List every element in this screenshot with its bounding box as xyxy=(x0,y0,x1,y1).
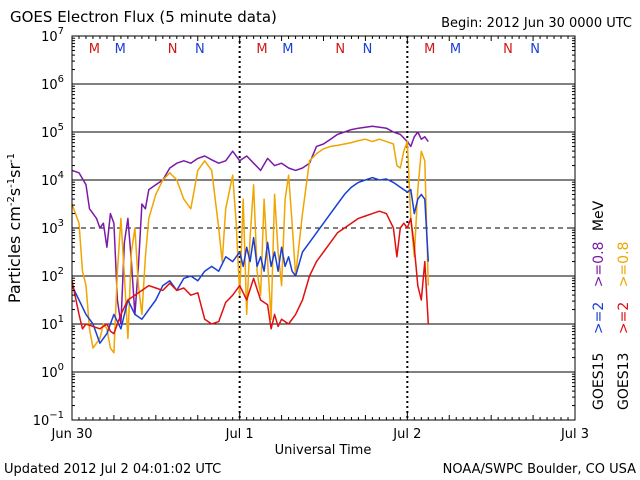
x-tick-label: Jul 1 xyxy=(225,427,254,442)
y-tick-label: 10−1 xyxy=(33,410,64,429)
legend-goes13-08mev: >=0.8 xyxy=(616,242,632,288)
y-tick-label: 101 xyxy=(41,314,64,333)
legend-goes13: GOES13 >=2 >=0.8 xyxy=(616,242,632,410)
legend-goes13-sat: GOES13 xyxy=(616,353,632,410)
y-tick-label: 102 xyxy=(41,266,64,285)
x-axis-ticks: Jun 30 Jul 1 Jul 2 Jul 3 xyxy=(51,36,589,442)
event-marker: M xyxy=(115,42,126,57)
event-marker: M xyxy=(256,42,267,57)
y-axis-ticks: 10−1 100 101 102 103 104 105 106 107 xyxy=(33,26,575,429)
x-tick-label: Jul 3 xyxy=(560,427,589,442)
legend-goes15-sat: GOES15 xyxy=(591,353,607,410)
y-tick-label: 100 xyxy=(41,362,64,381)
legend-goes15-08mev: >=0.8 xyxy=(591,242,607,288)
y-tick-label: 106 xyxy=(41,74,64,93)
legend-unit: MeV xyxy=(591,200,607,231)
begin-time: Begin: 2012 Jun 30 0000 UTC xyxy=(441,16,632,31)
event-marker: M xyxy=(282,42,293,57)
event-marker: N xyxy=(335,42,345,57)
x-axis-label: Universal Time xyxy=(275,443,372,458)
legend-goes15-2mev: >=2 xyxy=(591,302,607,334)
series-line-2 xyxy=(71,176,430,344)
event-marker: M xyxy=(424,42,435,57)
series-line-3 xyxy=(71,210,430,335)
grid-lines xyxy=(72,83,575,373)
y-axis-label: Particles cm-2s-1sr-1 xyxy=(5,153,24,303)
updated-time: Updated 2012 Jul 2 04:01:02 UTC xyxy=(4,462,221,477)
x-tick-label: Jul 2 xyxy=(392,427,421,442)
series-line-0 xyxy=(71,125,429,325)
y-tick-label: 105 xyxy=(41,122,64,141)
y-tick-label: 103 xyxy=(41,218,64,237)
chart-title: GOES Electron Flux (5 minute data) xyxy=(10,8,277,26)
x-tick-label: Jun 30 xyxy=(51,427,93,442)
y-tick-label: 104 xyxy=(41,170,64,189)
source-credit: NOAA/SWPC Boulder, CO USA xyxy=(443,462,636,477)
series-group xyxy=(71,125,430,354)
event-marker: M xyxy=(450,42,461,57)
legend-goes13-2mev: >=2 xyxy=(616,302,632,334)
event-marker: M xyxy=(89,42,100,57)
y-tick-label: 107 xyxy=(41,26,64,45)
event-marker: N xyxy=(530,42,540,57)
event-marker: N xyxy=(363,42,373,57)
series-line-1 xyxy=(71,138,430,354)
event-marker: N xyxy=(195,42,205,57)
legend-goes15: GOES15 >=2 >=0.8 MeV xyxy=(591,200,607,410)
legend: GOES15 >=2 >=0.8 MeV GOES13 >=2 >=0.8 xyxy=(591,200,632,410)
event-marker: N xyxy=(168,42,178,57)
event-marker: N xyxy=(503,42,513,57)
